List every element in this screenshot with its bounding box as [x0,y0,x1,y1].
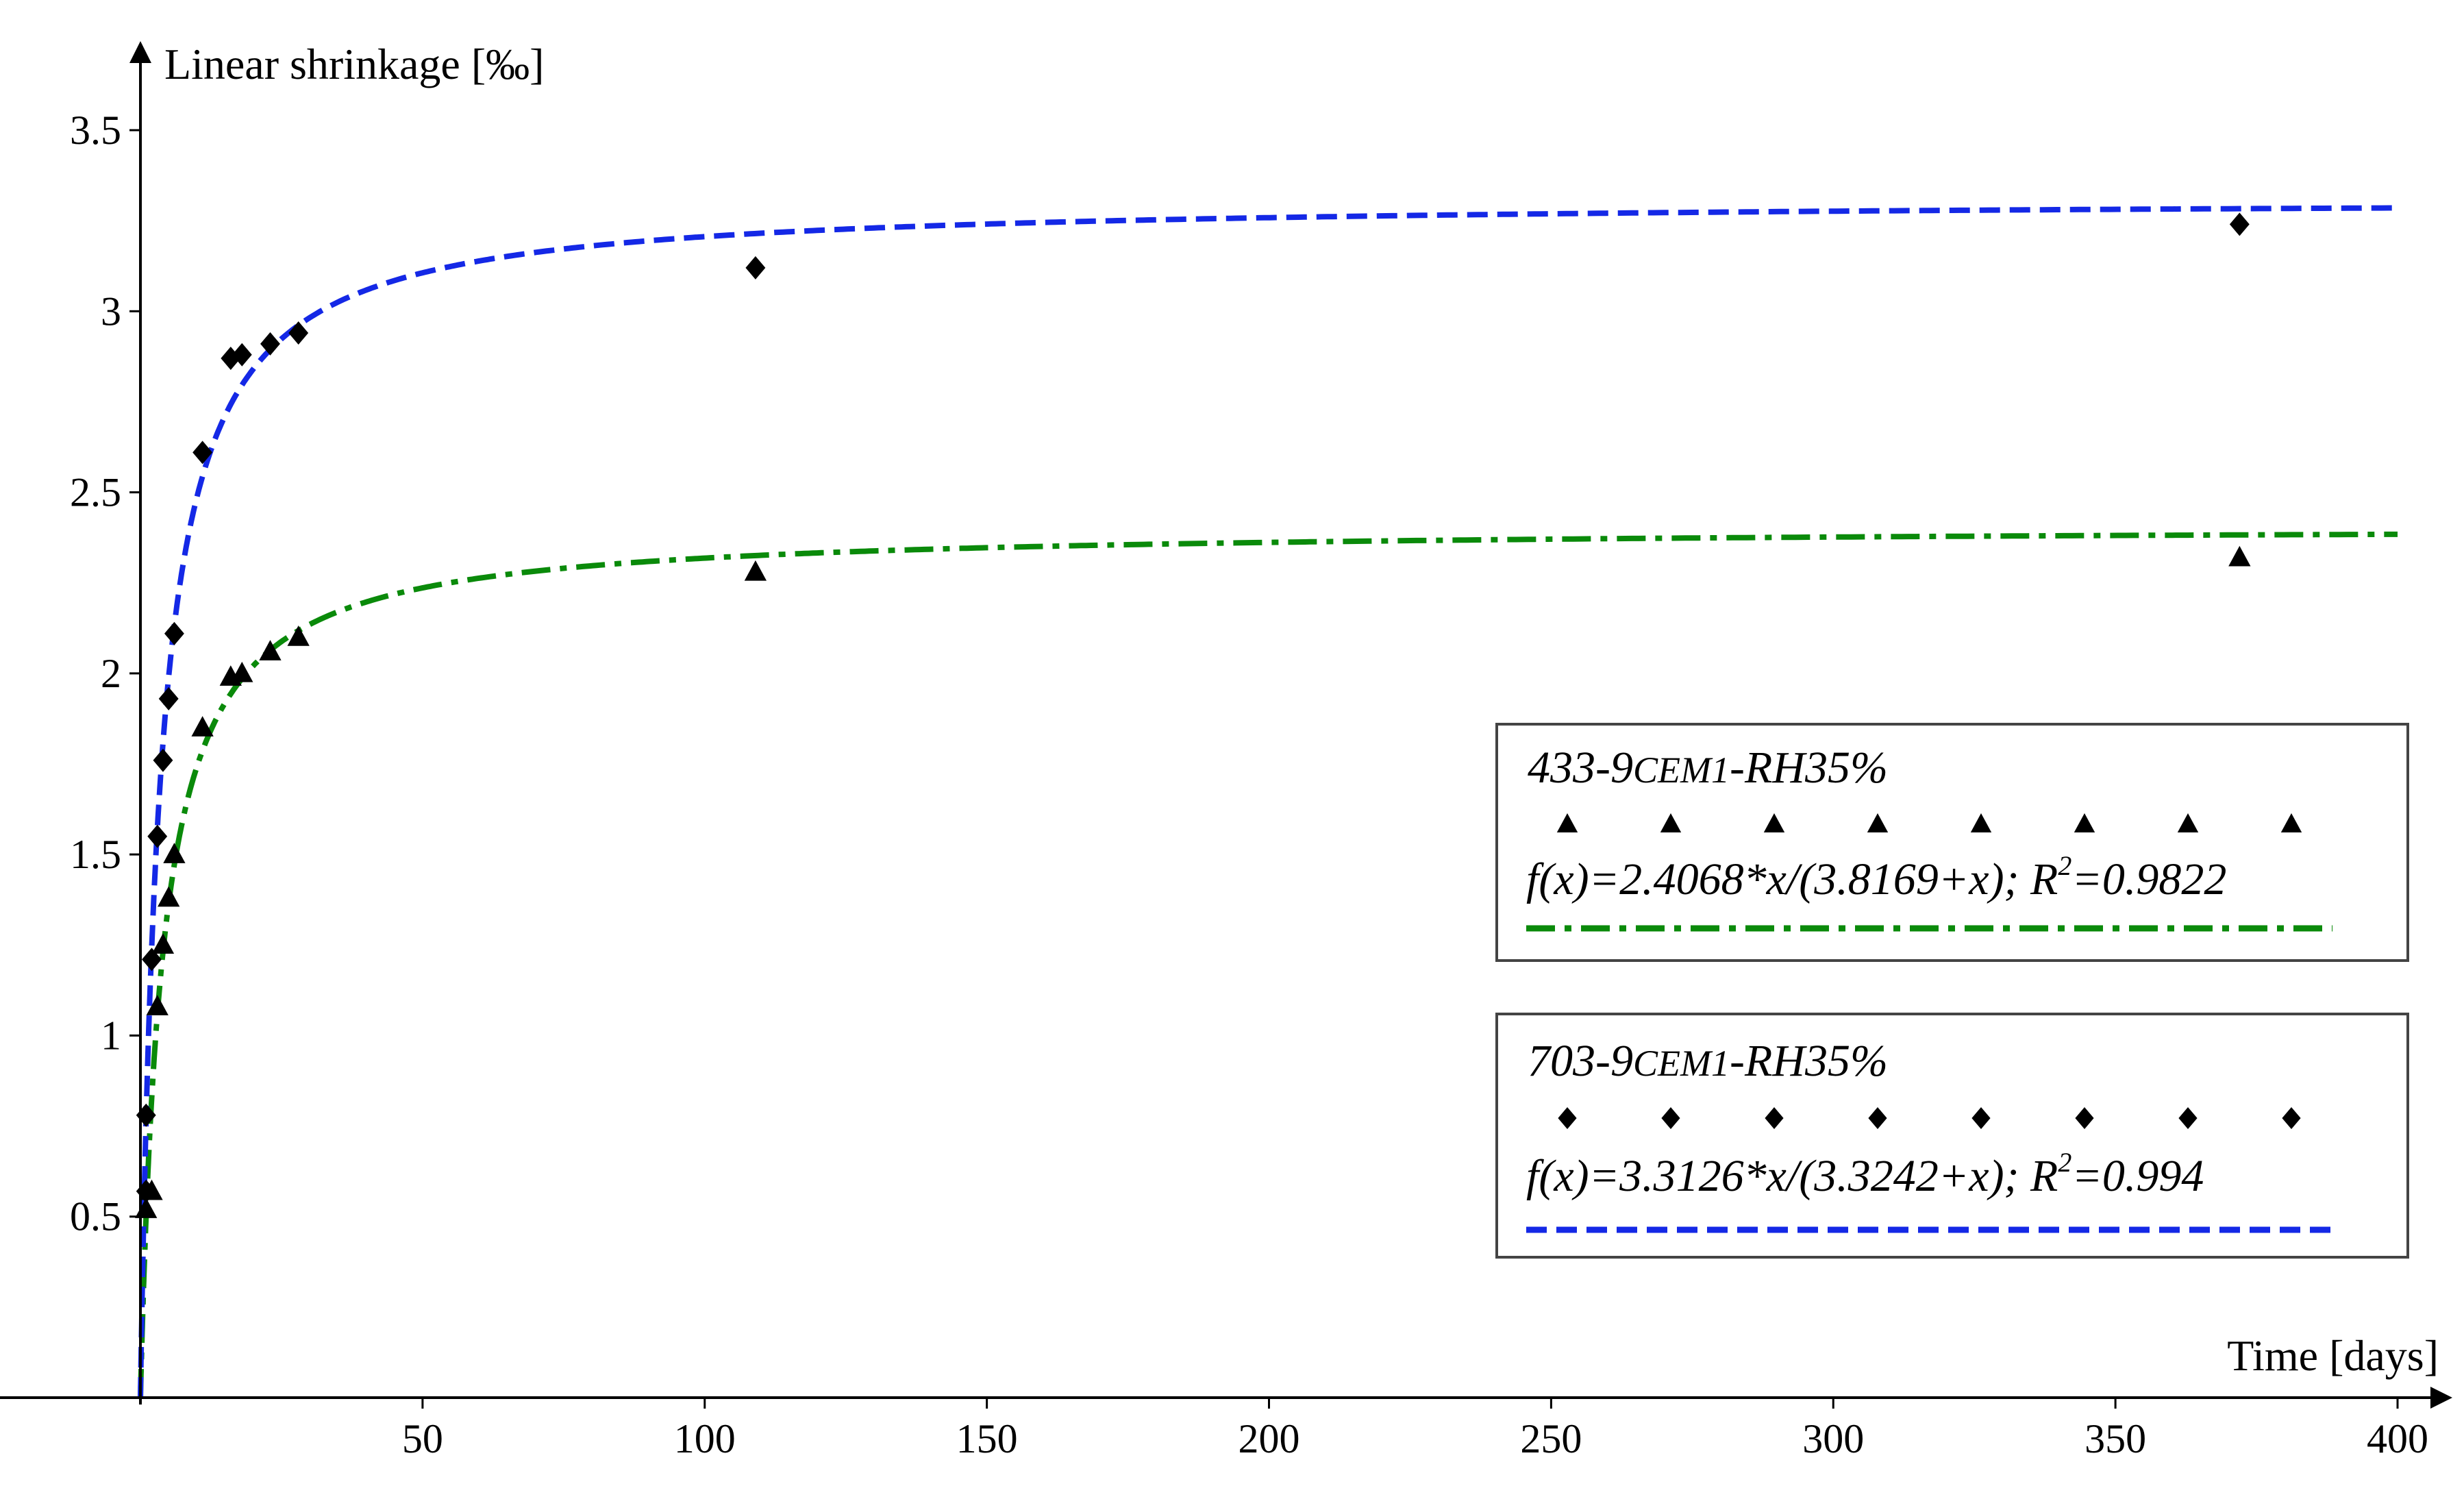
legend-markers-2 [1558,1107,2301,1129]
point-s1-4 [151,933,175,954]
data-points [135,212,2251,1218]
legend-equation-2: f(x)=3.3126*x/(3.3242+x); R2=0.994 [1526,1147,2204,1201]
legend-frame-2 [1495,1013,2409,1259]
legend-diamond-3 [1765,1107,1784,1129]
x-tick-label-50: 50 [402,1416,443,1461]
x-tick-label-400: 400 [2367,1416,2428,1461]
legend-triangle-7 [2177,813,2199,832]
legend-diamond-1 [1558,1107,1577,1129]
y-tick-label-0.5: 0.5 [70,1194,121,1239]
y-tick-label-1.5: 1.5 [70,832,121,877]
legend-title-1: 433-9CEM1-RH35% [1528,743,1888,793]
point-s2-3 [142,948,162,972]
point-s1-3 [146,995,169,1015]
y-tick-label-2: 2 [101,651,121,696]
legend-markers-1 [1556,813,2302,832]
legend-box-2: 703-9CEM1-RH35% f(x)=3.3126*x/(3.3242+x)… [1495,1013,2409,1259]
y-tick-label-2.5: 2.5 [70,470,121,515]
point-s1-10 [259,640,282,660]
point-s2-4 [147,824,168,848]
y-axis-arrow [129,41,151,63]
legend-triangle-1 [1556,813,1578,832]
legend-triangle-6 [2074,813,2095,832]
legend-title-2: 703-9CEM1-RH35% [1528,1036,1888,1086]
legend-diamond-8 [2282,1107,2301,1129]
point-s2-2 [136,1103,156,1127]
point-s1-11 [287,626,310,646]
point-s2-14 [2229,212,2250,236]
legend-frame-1 [1495,723,2409,962]
legend-triangle-8 [2280,813,2302,832]
point-s1-6 [163,843,186,863]
point-s2-11 [260,332,280,356]
point-s2-5 [153,748,173,772]
y-axis-label: Linear shrinkage [‰] [164,40,544,88]
legend-diamond-7 [2178,1107,2198,1129]
x-tick-label-350: 350 [2085,1416,2146,1461]
fit-curve-2 [138,205,2398,1398]
legend-diamond-5 [1971,1107,1991,1129]
legend-equation-1: f(x)=2.4068*x/(3.8169+x); R2=0.9822 [1526,850,2226,904]
legend-box-1: 433-9CEM1-RH35% f(x)=2.4068*x/(3.8169+x)… [1495,723,2409,962]
legend-triangle-2 [1660,813,1682,832]
legend-diamond-4 [1868,1107,1887,1129]
point-s2-13 [745,256,766,280]
axes: 50 100 150 200 250 300 350 400 0.5 1 1.5 2 2.5 3 3.5 [0,41,2452,1461]
x-axis-arrow [2430,1387,2452,1409]
y-tick-label-3: 3 [101,288,121,334]
point-s2-8 [192,441,213,465]
x-axis-label: Time [days] [2227,1331,2439,1380]
point-s1-1 [135,1198,158,1218]
y-tick-label-3.5: 3.5 [70,108,121,153]
point-s1-9 [231,661,253,682]
x-tick-label-150: 150 [956,1416,1018,1461]
point-s1-7 [191,716,214,737]
x-tick-label-200: 200 [1239,1416,1300,1461]
fit-curves [138,205,2398,1398]
point-s2-7 [164,621,184,645]
point-s2-6 [158,686,179,710]
legend-diamond-6 [2075,1107,2094,1129]
fit-curve-1 [138,531,2398,1398]
point-s2-12 [288,321,309,345]
point-s1-5 [158,886,180,907]
legend-diamond-2 [1661,1107,1680,1129]
x-tick-label-100: 100 [674,1416,736,1461]
x-tick-label-300: 300 [1802,1416,1864,1461]
legend-triangle-5 [1970,813,1992,832]
legend-triangle-3 [1763,813,1785,832]
point-s2-1 [136,1179,156,1203]
point-s2-10 [232,343,252,367]
point-s1-12 [744,560,767,581]
x-tick-label-250: 250 [1520,1416,1582,1461]
legend-triangle-4 [1867,813,1889,832]
point-s1-13 [2228,545,2251,567]
y-tick-label-1: 1 [101,1013,121,1058]
